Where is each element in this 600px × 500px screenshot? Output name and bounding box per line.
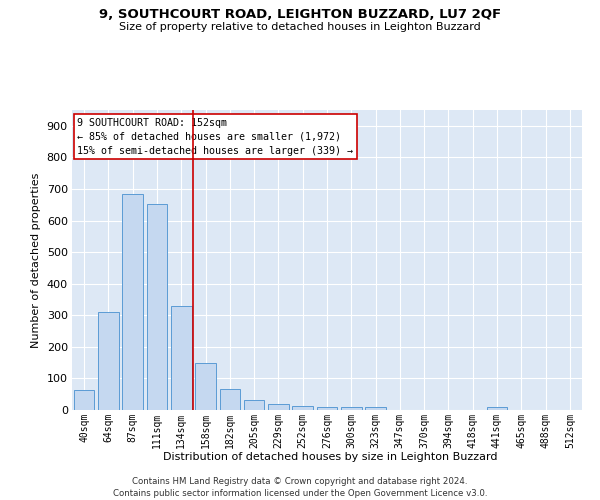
Text: 9, SOUTHCOURT ROAD, LEIGHTON BUZZARD, LU7 2QF: 9, SOUTHCOURT ROAD, LEIGHTON BUZZARD, LU… (99, 8, 501, 20)
Bar (268, 404, 289, 410)
Bar (365, 408, 386, 410)
Y-axis label: Number of detached properties: Number of detached properties (31, 172, 41, 348)
Bar (487, 408, 508, 410)
Bar (244, 400, 265, 410)
Bar (98, 312, 119, 410)
Text: Contains HM Land Registry data © Crown copyright and database right 2024.: Contains HM Land Registry data © Crown c… (132, 478, 468, 486)
Text: 9 SOUTHCOURT ROAD: 152sqm
← 85% of detached houses are smaller (1,972)
15% of se: 9 SOUTHCOURT ROAD: 152sqm ← 85% of detac… (77, 118, 353, 156)
Bar (74, 390, 94, 410)
Text: Contains public sector information licensed under the Open Government Licence v3: Contains public sector information licen… (113, 489, 487, 498)
Bar (292, 406, 313, 410)
Bar (317, 407, 337, 410)
Text: Size of property relative to detached houses in Leighton Buzzard: Size of property relative to detached ho… (119, 22, 481, 32)
Text: Distribution of detached houses by size in Leighton Buzzard: Distribution of detached houses by size … (163, 452, 497, 462)
Bar (220, 390, 240, 410)
Bar (122, 194, 143, 410)
Bar (195, 364, 216, 410)
Bar (171, 306, 191, 410)
Bar (146, 204, 167, 410)
Bar (341, 407, 362, 410)
